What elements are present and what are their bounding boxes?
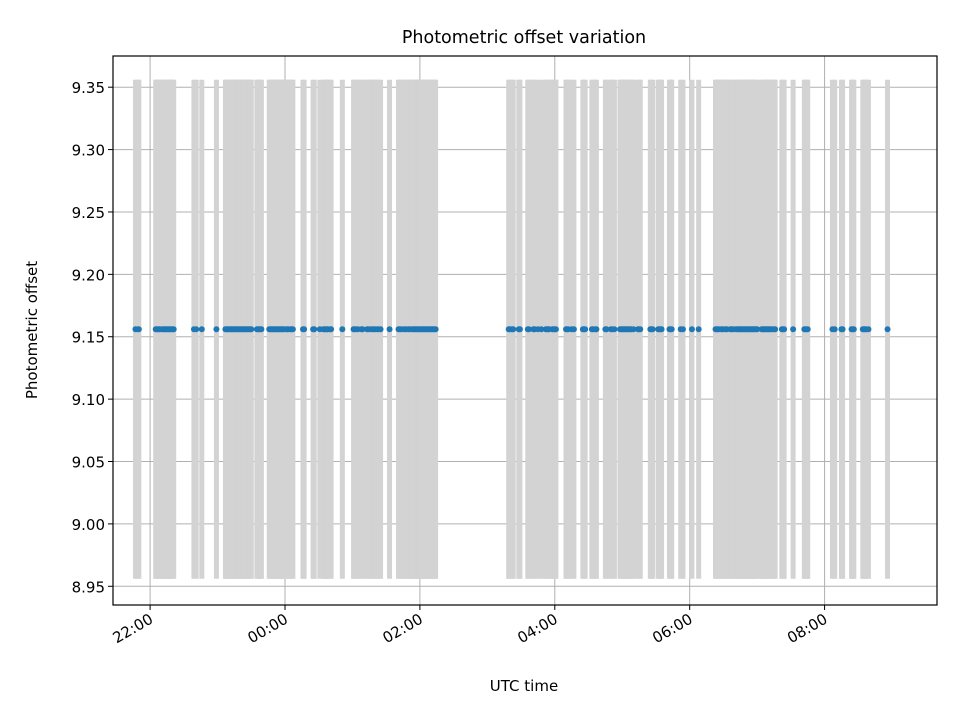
data-point xyxy=(328,326,335,333)
data-point xyxy=(510,326,517,333)
data-point xyxy=(850,326,857,333)
data-point xyxy=(790,326,797,333)
x-axis-label: UTC time xyxy=(490,677,558,695)
data-point xyxy=(516,326,523,333)
data-point xyxy=(695,326,702,333)
data-point xyxy=(593,326,600,333)
data-point xyxy=(170,326,177,333)
data-point xyxy=(359,326,366,333)
plot-frame xyxy=(112,55,938,606)
y-tick-label: 9.30 xyxy=(72,142,105,160)
data-point xyxy=(839,326,846,333)
data-point xyxy=(781,326,788,333)
data-point xyxy=(570,326,577,333)
y-tick-label: 8.95 xyxy=(72,578,105,596)
data-point xyxy=(679,326,686,333)
data-point xyxy=(432,326,439,333)
data-point xyxy=(630,326,637,333)
data-point xyxy=(658,326,665,333)
data-point xyxy=(258,326,265,333)
data-point xyxy=(538,326,545,333)
data-point xyxy=(289,326,296,333)
data-point xyxy=(772,326,779,333)
data-point xyxy=(248,326,255,333)
y-tick-label: 9.20 xyxy=(72,266,105,284)
y-tick-label: 9.15 xyxy=(72,329,105,347)
data-point xyxy=(865,326,872,333)
data-point xyxy=(804,326,811,333)
y-tick-label: 9.35 xyxy=(72,79,105,97)
data-point xyxy=(637,326,644,333)
data-point xyxy=(525,326,532,333)
data-point xyxy=(754,326,761,333)
data-point xyxy=(198,326,205,333)
y-tick-label: 9.10 xyxy=(72,391,105,409)
data-point xyxy=(688,326,695,333)
data-point xyxy=(301,326,308,333)
data-point xyxy=(884,326,891,333)
data-point xyxy=(135,326,142,333)
data-point xyxy=(582,326,589,333)
data-point xyxy=(603,326,610,333)
data-point xyxy=(377,326,384,333)
y-tick-label: 9.25 xyxy=(72,204,105,222)
data-points xyxy=(132,326,891,333)
data-point xyxy=(193,326,200,333)
data-point xyxy=(552,326,559,333)
y-axis-ticks: 8.95 9.00 9.05 9.10 9.15 9.20 9.25 9.30 9.35 xyxy=(72,79,113,596)
data-point xyxy=(311,326,318,333)
y-tick-label: 9.00 xyxy=(72,516,105,534)
data-point xyxy=(213,326,220,333)
data-point xyxy=(611,326,618,333)
data-point xyxy=(649,326,656,333)
data-point xyxy=(831,326,838,333)
data-point xyxy=(386,326,393,333)
chart-title: Photometric offset variation xyxy=(402,28,646,48)
y-tick-label: 9.05 xyxy=(72,454,105,472)
data-point xyxy=(668,326,675,333)
data-point xyxy=(339,326,346,333)
y-axis-label: Photometric offset xyxy=(23,261,41,399)
